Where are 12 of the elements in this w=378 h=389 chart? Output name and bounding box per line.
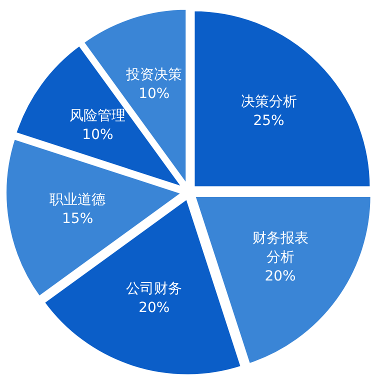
data-label: 10%: [81, 126, 114, 145]
slice-label: 财务报表分析: [251, 230, 310, 268]
data-label: 15%: [61, 210, 94, 229]
data-label: 20%: [138, 299, 171, 318]
slice-label: 风险管理: [70, 106, 126, 126]
data-label: 25%: [252, 112, 286, 132]
slice-label: 公司财务: [126, 280, 182, 300]
slice-label: 职业道德: [50, 190, 106, 210]
data-label: 10%: [138, 84, 171, 104]
slice-label: 投资决策: [126, 66, 182, 85]
data-label: 20%: [264, 268, 297, 287]
slice-label: 决策分析: [240, 93, 297, 112]
